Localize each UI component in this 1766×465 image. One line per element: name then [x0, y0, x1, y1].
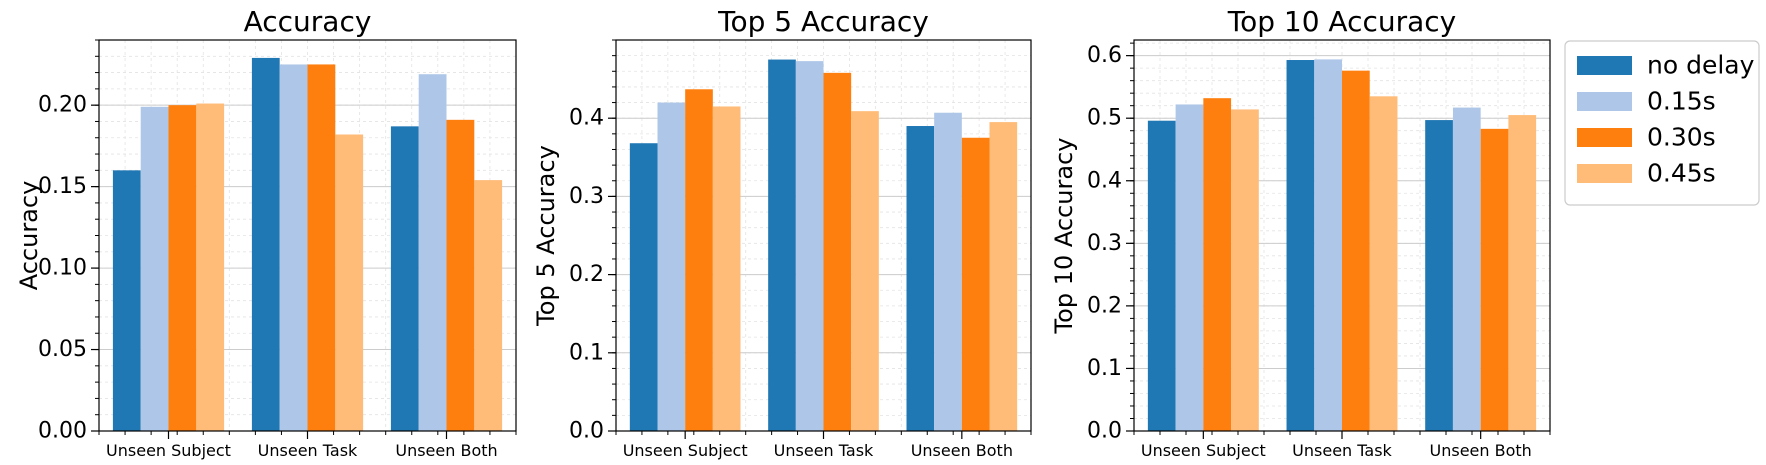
y-tick-label: 0.0: [1087, 419, 1122, 444]
chart-panel-2: 0.0 0.1 0.2 0.3 0.4 Unseen Subject Unseen Task…: [532, 5, 1032, 460]
legend-swatch: [1577, 164, 1632, 183]
bar-0-15s-unseen-both: [418, 74, 447, 432]
y-tick-label: 0.3: [569, 184, 604, 209]
x-tick-label: Unseen Both: [395, 441, 497, 460]
bar-no-delay-unseen-subject: [1147, 120, 1176, 432]
chart-title: Top 10 Accuracy: [1227, 5, 1457, 38]
x-tick-label: Unseen Subject: [623, 441, 748, 460]
bar-0-30s-unseen-task: [823, 72, 852, 432]
y-axis-label: Top 10 Accuracy: [1050, 138, 1078, 335]
bar-no-delay-unseen-task: [1286, 60, 1315, 432]
bar-0-45s-unseen-task: [1369, 96, 1398, 431]
y-tick-label: 0.20: [38, 93, 87, 118]
bar-0-15s-unseen-subject: [1175, 104, 1204, 431]
bar-no-delay-unseen-subject: [629, 143, 658, 431]
x-tick-label: Unseen Task: [258, 441, 358, 460]
chart-panel-1: 0.00 0.05 0.10 0.15 0.20 Unseen Subject Unseen…: [15, 5, 517, 460]
x-tick-label: Unseen Subject: [1141, 441, 1266, 460]
y-tick-label: 0.3: [1087, 231, 1122, 256]
bar-0-15s-unseen-subject: [140, 106, 169, 431]
bar-0-45s-unseen-subject: [196, 103, 225, 431]
x-tick-label: Unseen Both: [1430, 441, 1532, 460]
bars: [1147, 59, 1537, 432]
y-tick-label: 0.4: [1087, 168, 1122, 193]
bar-0-15s-unseen-subject: [657, 102, 686, 431]
legend-label: 0.15s: [1647, 87, 1716, 116]
y-tick-label: 0.1: [569, 340, 604, 365]
bar-0-30s-unseen-task: [307, 64, 336, 431]
legend-swatch: [1577, 128, 1632, 147]
bar-no-delay-unseen-task: [251, 57, 280, 431]
x-tick-label: Unseen Subject: [106, 441, 231, 460]
bar-0-45s-unseen-task: [335, 134, 364, 431]
legend-label: 0.45s: [1647, 159, 1716, 188]
chart-panel-3: 0.0 0.1 0.2 0.3 0.4 0.5 0.6 Unseen Subject Unsee…: [1050, 5, 1551, 460]
bar-0-30s-unseen-both: [446, 119, 475, 432]
bars: [112, 57, 503, 432]
y-tick-label: 0.05: [38, 337, 87, 362]
bar-0-15s-unseen-task: [279, 64, 308, 431]
legend-label: no delay: [1647, 51, 1755, 80]
y-tick-label: 0.2: [1087, 293, 1122, 318]
y-tick-label: 0.5: [1087, 106, 1122, 131]
bar-no-delay-unseen-subject: [112, 170, 141, 432]
bar-0-30s-unseen-task: [1342, 70, 1370, 431]
x-tick-label: Unseen Task: [774, 441, 874, 460]
x-tick-label: Unseen Task: [1292, 441, 1392, 460]
chart-title: Top 5 Accuracy: [717, 5, 929, 38]
y-tick-label: 0.2: [569, 262, 604, 287]
y-axis-label: Top 5 Accuracy: [532, 145, 560, 327]
bar-0-30s-unseen-subject: [168, 105, 197, 432]
bar-0-30s-unseen-both: [961, 137, 990, 431]
bar-0-15s-unseen-task: [795, 61, 824, 431]
bar-0-15s-unseen-both: [1452, 107, 1481, 432]
y-tick-label: 0.0: [569, 419, 604, 444]
legend-swatch: [1577, 92, 1632, 111]
bar-0-30s-unseen-both: [1480, 128, 1509, 431]
bar-no-delay-unseen-both: [906, 126, 935, 432]
legend-label: 0.30s: [1647, 123, 1716, 152]
y-tick-label: 0.10: [38, 256, 87, 281]
bar-0-45s-unseen-task: [851, 111, 879, 432]
legend: no delay 0.15s 0.30s 0.45s: [1564, 40, 1760, 206]
bar-0-45s-unseen-both: [989, 122, 1018, 432]
bar-0-45s-unseen-both: [474, 180, 503, 431]
bar-0-45s-unseen-subject: [712, 106, 741, 431]
bar-0-45s-unseen-subject: [1231, 109, 1259, 432]
bar-0-15s-unseen-task: [1314, 59, 1342, 431]
bars: [629, 59, 1018, 432]
bar-0-45s-unseen-both: [1508, 115, 1537, 432]
bar-0-15s-unseen-both: [934, 112, 962, 431]
chart-title: Accuracy: [244, 5, 372, 38]
bar-0-30s-unseen-subject: [1203, 98, 1232, 432]
x-tick-label: Unseen Both: [911, 441, 1013, 460]
legend-swatch: [1577, 56, 1632, 75]
y-tick-label: 0.00: [38, 419, 87, 444]
y-tick-label: 0.15: [38, 174, 87, 199]
y-tick-label: 0.4: [569, 106, 604, 131]
bar-0-30s-unseen-subject: [685, 89, 713, 432]
y-axis-label: Accuracy: [15, 181, 43, 291]
bar-no-delay-unseen-task: [768, 59, 796, 432]
y-tick-label: 0.6: [1087, 43, 1122, 68]
bar-no-delay-unseen-both: [390, 126, 419, 432]
bar-no-delay-unseen-both: [1425, 120, 1453, 432]
y-tick-label: 0.1: [1087, 356, 1122, 381]
